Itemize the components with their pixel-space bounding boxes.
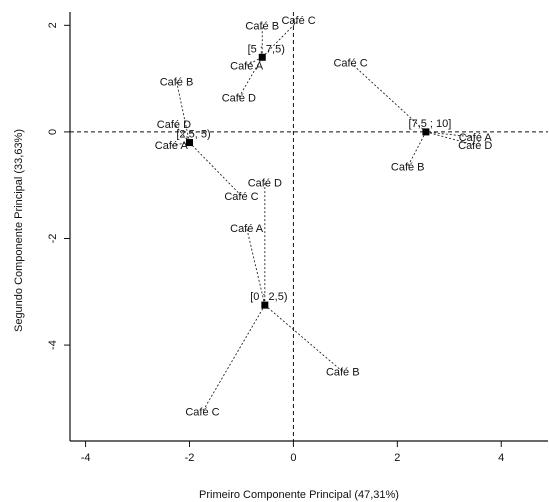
y-tick-label: -4 xyxy=(47,340,59,350)
point-label: Café A xyxy=(459,132,493,144)
y-axis-title: Segundo Componente Principal (33,63%) xyxy=(13,129,25,332)
point-label: Café A xyxy=(230,60,264,72)
x-axis-title: Primeiro Componente Principal (47,31%) xyxy=(199,489,399,501)
y-tick-label: 2 xyxy=(47,22,59,28)
connector-line xyxy=(176,81,190,143)
connector-line xyxy=(171,142,190,146)
x-tick-label: 0 xyxy=(290,452,296,464)
point-label: Café D xyxy=(248,178,282,190)
point-label: Café A xyxy=(230,223,264,235)
connector-line xyxy=(202,304,266,412)
point-label: Café A xyxy=(155,140,189,152)
connector-line xyxy=(264,304,344,373)
connector-line xyxy=(246,56,263,66)
reference-lines xyxy=(70,12,548,441)
connector-line xyxy=(425,131,476,138)
point-label: Café D xyxy=(458,140,492,152)
connector-line xyxy=(246,227,266,306)
group-center-marker xyxy=(186,139,193,147)
point-label: Café D xyxy=(157,119,191,131)
point-label: Café B xyxy=(391,162,425,174)
y-tick-label: 0 xyxy=(47,129,59,135)
connector-line xyxy=(425,131,476,146)
connector-lines xyxy=(171,19,476,412)
point-label: Café B xyxy=(245,20,279,32)
group-center-label: [5 ; 7,5) xyxy=(248,43,285,55)
point-label: Café B xyxy=(326,367,360,379)
point-label: Café C xyxy=(224,191,258,203)
y-tick-label: -2 xyxy=(47,234,59,244)
group-center-marker xyxy=(422,128,430,136)
x-tick-label: -2 xyxy=(185,452,195,464)
connector-line xyxy=(350,62,427,133)
point-label: Café B xyxy=(160,76,194,88)
group-center-marker xyxy=(261,301,269,309)
x-tick-label: 4 xyxy=(498,452,504,464)
group-centers xyxy=(186,53,430,309)
x-tick-label: -4 xyxy=(81,452,91,464)
x-tick-label: 2 xyxy=(394,452,400,464)
connector-line xyxy=(189,142,242,197)
connector-line xyxy=(261,19,299,58)
group-center-label: [2,5; 5) xyxy=(176,129,210,141)
group-center-label: [0 ; 2,5) xyxy=(250,291,287,303)
point-label: Café C xyxy=(185,407,219,419)
point-label: Café C xyxy=(281,15,315,27)
point-label: Café C xyxy=(333,58,367,70)
group-center-label: [7,5 ; 10] xyxy=(408,118,451,130)
group-center-marker xyxy=(258,53,266,61)
point-label: Café D xyxy=(222,92,256,104)
axes: -4 -2 0 2 4 -4 -2 0 2 xyxy=(47,12,548,464)
connector-line xyxy=(407,131,427,167)
